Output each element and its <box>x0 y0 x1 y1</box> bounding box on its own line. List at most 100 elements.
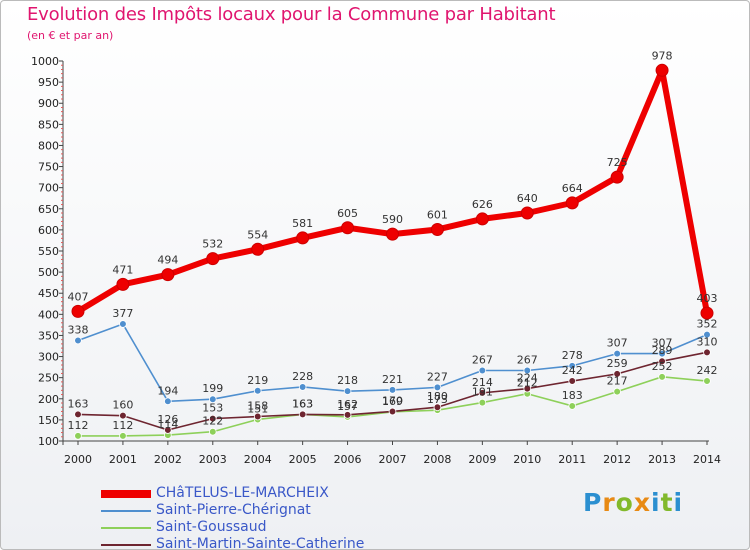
x-tick-label: 2013 <box>648 453 676 466</box>
data-label: 377 <box>112 307 133 320</box>
data-point <box>343 411 352 419</box>
data-label: 267 <box>472 353 493 366</box>
x-tick-label: 2003 <box>199 453 227 466</box>
proxiti-logo: Proxiti <box>583 488 683 517</box>
data-label: 605 <box>337 207 358 220</box>
data-label: 259 <box>607 357 628 370</box>
logo-letter: x <box>633 488 651 517</box>
y-tick-label: 200 <box>38 393 59 406</box>
y-tick-label: 700 <box>38 182 59 195</box>
data-point <box>478 398 487 407</box>
data-point <box>74 336 82 345</box>
data-label: 252 <box>652 360 673 373</box>
logo-letter: o <box>615 488 634 517</box>
data-point <box>703 348 711 357</box>
chart-title: Evolution des Impôts locaux pour la Comm… <box>27 4 556 25</box>
y-tick-label: 550 <box>38 245 59 258</box>
data-point <box>161 268 175 282</box>
x-tick-label: 2014 <box>693 453 721 466</box>
data-point <box>119 320 127 328</box>
y-tick-label: 750 <box>38 161 59 174</box>
data-label: 338 <box>68 324 89 337</box>
data-point <box>613 387 621 396</box>
data-point <box>119 432 127 440</box>
data-label: 289 <box>652 344 673 357</box>
data-point <box>386 227 399 241</box>
logo-letter: P <box>583 488 603 517</box>
data-label: 307 <box>607 337 628 350</box>
y-tick-label: 400 <box>38 308 59 321</box>
legend-item: Saint-Martin-Sainte-Catherine <box>101 536 431 550</box>
y-tick-label: 900 <box>38 97 59 110</box>
data-label: 153 <box>202 402 223 415</box>
data-label: 214 <box>472 376 493 389</box>
data-label: 221 <box>382 373 403 386</box>
data-label: 163 <box>292 397 313 410</box>
data-label: 169 <box>382 395 403 408</box>
data-point <box>568 377 577 385</box>
y-tick-label: 950 <box>38 76 59 89</box>
data-label: 112 <box>68 419 89 432</box>
data-label: 151 <box>247 402 268 415</box>
data-point <box>433 383 442 392</box>
data-label: 494 <box>157 254 178 267</box>
data-label: 352 <box>697 318 718 331</box>
data-point <box>341 221 355 235</box>
data-label: 725 <box>607 156 628 169</box>
data-point <box>613 349 621 358</box>
y-tick-label: 800 <box>38 139 59 152</box>
data-point <box>251 242 265 256</box>
x-tick-label: 2011 <box>558 453 586 466</box>
data-label: 532 <box>202 238 223 251</box>
chart-subtitle: (en € et par an) <box>27 29 114 42</box>
x-tick-label: 2000 <box>64 453 92 466</box>
data-label: 162 <box>337 398 358 411</box>
data-point <box>658 373 666 381</box>
y-tick-label: 300 <box>38 351 59 364</box>
legend-label: Saint-Goussaud <box>156 519 267 535</box>
legend-label: Saint-Pierre-Chérignat <box>156 502 311 518</box>
data-point <box>433 403 442 412</box>
data-label: 112 <box>112 419 133 432</box>
data-point <box>388 386 397 394</box>
y-tick-label: 600 <box>38 224 59 237</box>
data-point <box>568 402 577 410</box>
data-point <box>658 357 666 366</box>
data-label: 212 <box>517 377 538 390</box>
data-point <box>208 414 217 423</box>
data-point <box>523 366 532 375</box>
data-point <box>523 384 532 393</box>
data-point <box>613 370 621 378</box>
data-label: 158 <box>247 400 268 413</box>
data-point <box>71 304 85 318</box>
data-label: 163 <box>68 397 89 410</box>
data-label: 307 <box>652 337 673 350</box>
y-tick-label: 100 <box>38 435 59 448</box>
data-label: 267 <box>517 353 538 366</box>
legend-item: CHâTELUS-LE-MARCHEIX <box>101 485 431 502</box>
data-point <box>208 395 217 404</box>
data-label: 590 <box>382 213 403 226</box>
data-label: 170 <box>382 394 403 407</box>
data-label: 157 <box>337 400 358 413</box>
data-point <box>610 170 624 184</box>
data-label: 183 <box>562 389 583 402</box>
data-label: 217 <box>607 375 628 388</box>
data-label: 224 <box>517 372 538 385</box>
chart-legend: CHâTELUS-LE-MARCHEIX Saint-Pierre-Chérign… <box>101 485 431 550</box>
data-label: 163 <box>292 397 313 410</box>
legend-label: Saint-Martin-Sainte-Catherine <box>156 536 365 550</box>
data-point <box>164 397 172 406</box>
logo-letter: r <box>602 488 616 517</box>
logo-letter: i <box>651 488 661 517</box>
data-point <box>74 432 82 440</box>
y-tick-label: 1000 <box>31 55 59 68</box>
legend-swatch <box>101 490 151 498</box>
data-label: 626 <box>472 198 493 211</box>
legend-swatch <box>101 527 151 529</box>
x-tick-label: 2010 <box>513 453 541 466</box>
data-label: 160 <box>112 399 133 412</box>
y-tick-label: 450 <box>38 287 59 300</box>
data-point <box>478 389 487 397</box>
